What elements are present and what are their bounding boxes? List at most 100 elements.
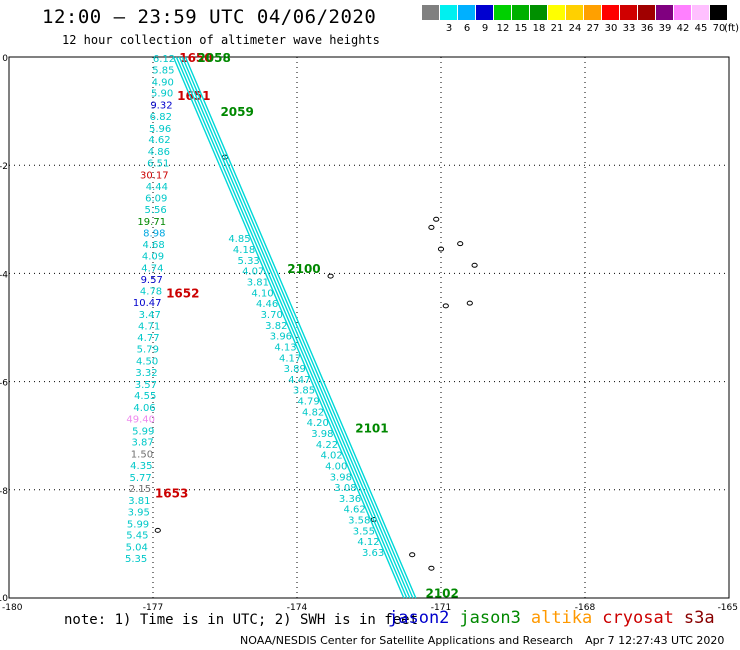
scale-swatch — [620, 5, 637, 20]
wave-height-label: 3.63 — [362, 548, 384, 559]
wave-height-label: 4.09 — [142, 252, 164, 263]
wave-height-label: 30.17 — [140, 170, 169, 181]
wave-height-label: 2.15 — [129, 484, 151, 495]
scale-swatch — [674, 5, 691, 20]
time-label: 2059 — [220, 105, 253, 119]
wave-height-label: 3.55 — [353, 526, 375, 537]
wave-height-label: 4.62 — [148, 135, 170, 146]
wave-height-label: 3.87 — [131, 438, 153, 449]
island-outline — [428, 224, 435, 230]
scale-label: 27 — [586, 23, 600, 34]
x-tick-label: -165 — [718, 603, 738, 613]
x-tick-label: -177 — [143, 603, 163, 613]
wave-height-label: 4.85 — [228, 234, 250, 245]
time-label: 2102 — [425, 587, 458, 601]
wave-height-label: 5.79 — [137, 345, 159, 356]
wave-height-label: 5.33 — [238, 256, 260, 267]
wave-height-label: 4.74 — [141, 263, 163, 274]
y-tick-label: -8 — [0, 487, 8, 497]
wave-height-label: 4.18 — [233, 245, 255, 256]
island-outline — [327, 273, 334, 279]
scale-label: 9 — [481, 23, 489, 34]
wave-height-label: 5.04 — [126, 543, 148, 554]
time-label: 1651 — [177, 89, 210, 103]
wave-height-label: 3.81 — [128, 496, 150, 507]
wave-height-label: 3.58 — [348, 516, 370, 527]
wave-height-label: 3.89 — [284, 364, 306, 375]
scale-label: 39 — [658, 23, 672, 34]
scale-label: 33 — [622, 23, 636, 34]
wave-height-label: 4.17 — [279, 353, 301, 364]
wave-height-label: 5.45 — [126, 531, 148, 542]
wave-height-label: 4.50 — [136, 357, 158, 368]
wave-height-label: 3.96 — [270, 332, 292, 343]
x-tick-label: -174 — [287, 603, 308, 613]
wave-height-label: 4.20 — [307, 418, 329, 429]
wave-height-label: 4.62 — [344, 505, 366, 516]
scale-swatch — [548, 5, 565, 20]
x-tick-label: -171 — [431, 603, 451, 613]
scale-label: 6 — [463, 23, 471, 34]
wave-height-label: 3.85 — [293, 386, 315, 397]
track-line — [175, 56, 408, 599]
island-outline — [466, 300, 473, 306]
x-tick-label: -168 — [575, 603, 596, 613]
wave-height-label: 1.50 — [131, 450, 153, 461]
scale-label: 12 — [496, 23, 510, 34]
scale-swatch — [710, 5, 727, 20]
scale-label: 70 — [712, 23, 726, 34]
wave-height-label: 9.32 — [150, 101, 172, 112]
wave-height-label: 4.79 — [297, 397, 319, 408]
wave-height-label: 4.82 — [302, 407, 324, 418]
x-tick-label: -180 — [2, 603, 23, 613]
credit-timestamp: Apr 7 12:27:43 UTC 2020 — [585, 634, 725, 647]
scale-swatch — [494, 5, 511, 20]
wave-height-label: 3.98 — [311, 429, 333, 440]
wave-height-label: 5.85 — [152, 65, 174, 76]
wave-height-label: 4.10 — [251, 288, 273, 299]
island-outline — [457, 241, 464, 247]
scale-swatch — [638, 5, 655, 20]
plot-frame — [8, 56, 730, 599]
scale-swatch — [458, 5, 475, 20]
track-line — [172, 56, 405, 599]
island-outline — [442, 303, 449, 309]
scale-label: 21 — [550, 23, 564, 34]
wave-height-label: 49.40 — [126, 414, 155, 425]
legend-cryosat: cryosat — [602, 608, 674, 628]
wave-height-label: 4.55 — [134, 391, 156, 402]
satellite-legend: jason2 jason3 altika cryosat s3a — [388, 608, 725, 628]
wave-height-label: 3.47 — [139, 310, 161, 321]
wave-height-label: 6.12 — [153, 54, 175, 65]
chart-title: 12:00 – 23:59 UTC 04/06/2020 — [42, 6, 377, 28]
credit-line: NOAA/NESDIS Center for Satellite Applica… — [240, 634, 736, 647]
wave-height-label: 4.07 — [242, 267, 264, 278]
wave-height-label: 4.44 — [146, 182, 168, 193]
wave-height-label: 3.70 — [261, 310, 283, 321]
time-label: 2101 — [355, 422, 388, 436]
scale-label: 36 — [640, 23, 654, 34]
island-outline — [409, 552, 416, 558]
wave-height-label: 4.90 — [152, 77, 174, 88]
y-tick-label: 0 — [2, 54, 8, 64]
wave-height-label: 3.81 — [247, 278, 269, 289]
wave-height-label: 4.47 — [288, 375, 310, 386]
scale-label: 24 — [568, 23, 582, 34]
legend-jason3: jason3 — [459, 608, 521, 628]
scale-swatch — [692, 5, 709, 20]
credit-agency: NOAA/NESDIS Center for Satellite Applica… — [240, 634, 574, 647]
y-tick-label: -6 — [0, 379, 8, 389]
scale-swatch — [440, 5, 457, 20]
wave-height-label: 4.46 — [256, 299, 278, 310]
legend-altika: altika — [530, 608, 593, 628]
wave-height-label: 4.13 — [274, 342, 296, 353]
scale-label: 3 — [445, 23, 453, 34]
wave-height-label: 4.00 — [325, 461, 347, 472]
scale-swatch — [476, 5, 493, 20]
island-outline — [433, 216, 440, 222]
wave-height-label: 4.02 — [320, 451, 342, 462]
scale-swatch — [584, 5, 601, 20]
scale-swatch — [656, 5, 673, 20]
wave-height-label: 6.82 — [150, 112, 172, 123]
